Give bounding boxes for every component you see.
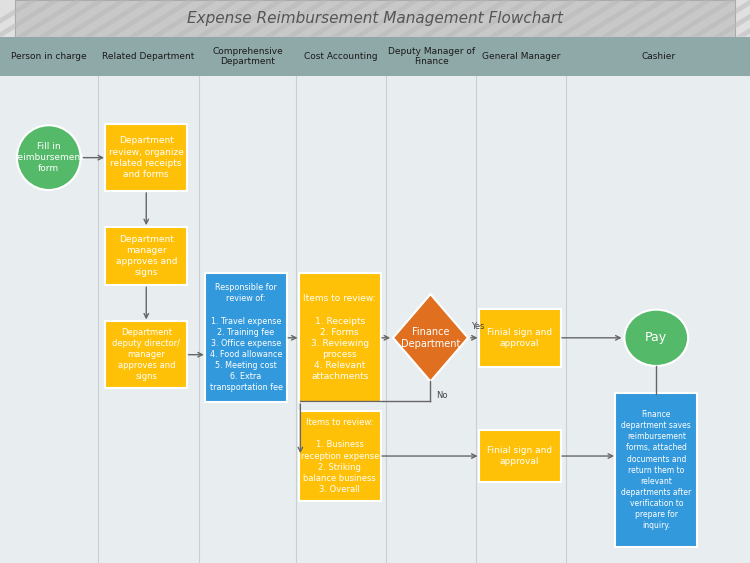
- FancyBboxPatch shape: [105, 124, 188, 191]
- Polygon shape: [533, 0, 601, 37]
- FancyBboxPatch shape: [0, 76, 750, 563]
- Text: Deputy Manager of
Finance: Deputy Manager of Finance: [388, 47, 475, 66]
- Polygon shape: [353, 0, 421, 37]
- FancyBboxPatch shape: [15, 0, 735, 37]
- Text: Person in charge: Person in charge: [11, 52, 86, 61]
- FancyBboxPatch shape: [206, 273, 286, 402]
- Text: Cashier: Cashier: [641, 52, 675, 61]
- Text: Finance
Department: Finance Department: [400, 327, 460, 349]
- Polygon shape: [713, 0, 750, 37]
- Polygon shape: [511, 0, 578, 37]
- Text: Finial sign and
approval: Finial sign and approval: [488, 328, 552, 348]
- FancyBboxPatch shape: [105, 321, 188, 388]
- Polygon shape: [646, 0, 713, 37]
- FancyBboxPatch shape: [105, 227, 188, 285]
- Text: Items to review:

1. Receipts
2. Forms
3. Reviewing
process
4. Relevant
attachme: Items to review: 1. Receipts 2. Forms 3.…: [304, 294, 376, 381]
- Ellipse shape: [624, 310, 688, 366]
- Polygon shape: [421, 0, 488, 37]
- Polygon shape: [736, 0, 750, 37]
- Polygon shape: [241, 0, 308, 37]
- Text: Yes: Yes: [471, 322, 484, 331]
- Polygon shape: [556, 0, 623, 37]
- Polygon shape: [83, 0, 151, 37]
- Polygon shape: [196, 0, 263, 37]
- Text: Expense Reimbursement Management Flowchart: Expense Reimbursement Management Flowcha…: [187, 11, 563, 26]
- FancyBboxPatch shape: [478, 430, 560, 482]
- FancyBboxPatch shape: [615, 393, 698, 547]
- Polygon shape: [106, 0, 173, 37]
- FancyBboxPatch shape: [298, 411, 381, 501]
- Polygon shape: [61, 0, 128, 37]
- Polygon shape: [286, 0, 353, 37]
- Text: Comprehensive
Department: Comprehensive Department: [212, 47, 283, 66]
- Polygon shape: [376, 0, 443, 37]
- Polygon shape: [263, 0, 331, 37]
- Ellipse shape: [16, 126, 81, 190]
- Polygon shape: [0, 0, 61, 37]
- Polygon shape: [16, 0, 83, 37]
- Text: Related Department: Related Department: [102, 52, 194, 61]
- Text: Department
review, organize
related receipts
and forms: Department review, organize related rece…: [109, 136, 184, 179]
- Text: General Manager: General Manager: [482, 52, 560, 61]
- Text: Finial sign and
approval: Finial sign and approval: [488, 446, 552, 466]
- Text: Fill in
reimbursement
form: Fill in reimbursement form: [13, 142, 84, 173]
- Polygon shape: [623, 0, 691, 37]
- Text: Finance
department saves
reimbursement
forms, attached
documents and
return them: Finance department saves reimbursement f…: [621, 410, 692, 530]
- Polygon shape: [151, 0, 218, 37]
- Polygon shape: [128, 0, 196, 37]
- Text: Department
deputy director/
manager
approves and
signs: Department deputy director/ manager appr…: [112, 328, 180, 381]
- FancyBboxPatch shape: [478, 309, 560, 367]
- Polygon shape: [308, 0, 376, 37]
- Polygon shape: [38, 0, 106, 37]
- Polygon shape: [393, 294, 468, 382]
- Polygon shape: [218, 0, 286, 37]
- Polygon shape: [466, 0, 533, 37]
- Text: Responsible for
review of:

1. Travel expense
2. Training fee
3. Office expense
: Responsible for review of: 1. Travel exp…: [209, 283, 283, 392]
- Polygon shape: [691, 0, 750, 37]
- Polygon shape: [331, 0, 398, 37]
- Polygon shape: [398, 0, 466, 37]
- Polygon shape: [488, 0, 556, 37]
- FancyBboxPatch shape: [298, 273, 381, 402]
- Polygon shape: [443, 0, 511, 37]
- Polygon shape: [578, 0, 646, 37]
- Text: Items to review:

1. Business
reception expense
2. Striking
balance business
3. : Items to review: 1. Business reception e…: [301, 418, 379, 494]
- FancyBboxPatch shape: [0, 37, 750, 76]
- Text: No: No: [436, 391, 448, 400]
- Text: Department
manager
approves and
signs: Department manager approves and signs: [116, 235, 177, 278]
- Text: Cost Accounting: Cost Accounting: [304, 52, 378, 61]
- Polygon shape: [0, 0, 38, 37]
- Text: Pay: Pay: [645, 331, 668, 345]
- Polygon shape: [601, 0, 668, 37]
- Polygon shape: [173, 0, 241, 37]
- Polygon shape: [668, 0, 736, 37]
